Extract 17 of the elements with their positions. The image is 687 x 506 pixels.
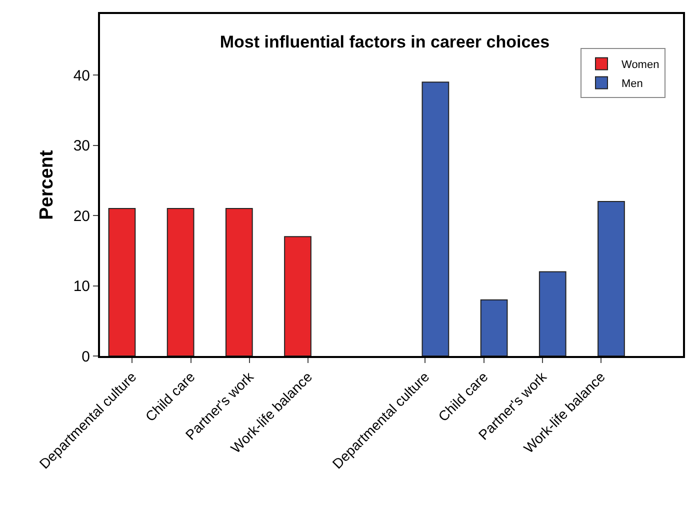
y-tick-label: 40 (73, 67, 90, 84)
text: Most influential factors in career choices (220, 32, 550, 52)
bar (284, 236, 312, 356)
y-tick-label: 20 (73, 208, 90, 225)
bar (480, 299, 508, 356)
bar (108, 208, 136, 356)
bar (422, 82, 450, 356)
y-tick-label: 10 (73, 278, 90, 296)
bar (598, 201, 625, 356)
y-axis-title: Percent (36, 149, 58, 220)
bar (166, 208, 194, 356)
legend-label: Men (622, 78, 643, 90)
y-tick-label: 0 (82, 348, 90, 366)
y-tick-label: 30 (73, 138, 90, 155)
bar (538, 271, 566, 356)
bar (225, 208, 253, 356)
legend-label: Women (622, 58, 660, 71)
